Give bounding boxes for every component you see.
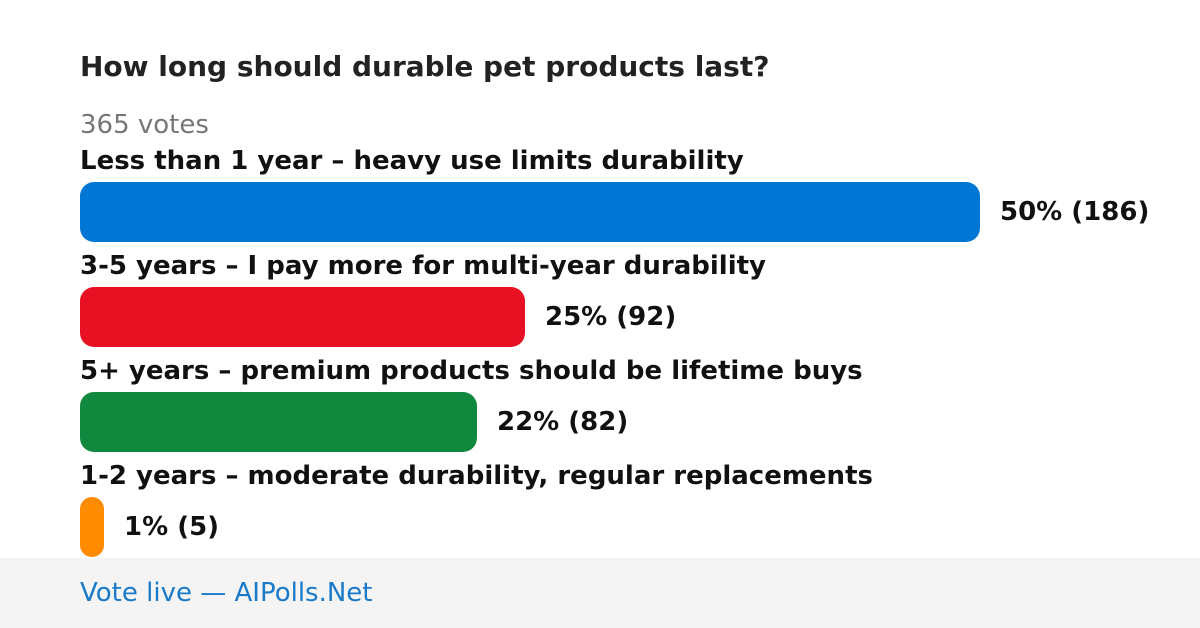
vote-live-link[interactable]: Vote live — AIPolls.Net [80, 578, 373, 608]
bar-1-2-years [80, 497, 104, 557]
option-label: 3-5 years – I pay more for multi-year du… [80, 251, 767, 281]
poll-option-3-5-years[interactable]: 3-5 years – I pay more for multi-year du… [80, 250, 1180, 350]
poll-title: How long should durable pet products las… [80, 50, 770, 83]
value-label: 25% (92) [545, 302, 677, 332]
bar-5-plus-years [80, 392, 477, 452]
poll-option-less-than-1-year[interactable]: Less than 1 year – heavy use limits dura… [80, 145, 1180, 245]
value-label: 50% (186) [1000, 197, 1150, 227]
value-label: 1% (5) [124, 512, 220, 542]
poll-option-5-plus-years[interactable]: 5+ years – premium products should be li… [80, 355, 1180, 455]
option-label: Less than 1 year – heavy use limits dura… [80, 146, 744, 176]
option-label: 1-2 years – moderate durability, regular… [80, 461, 873, 491]
bar-less-than-1-year [80, 182, 980, 242]
footer: Vote live — AIPolls.Net [0, 558, 1200, 628]
bar-3-5-years [80, 287, 525, 347]
vote-count: 365 votes [80, 110, 209, 140]
option-label: 5+ years – premium products should be li… [80, 356, 863, 386]
value-label: 22% (82) [497, 407, 629, 437]
poll-option-1-2-years[interactable]: 1-2 years – moderate durability, regular… [80, 460, 1180, 560]
